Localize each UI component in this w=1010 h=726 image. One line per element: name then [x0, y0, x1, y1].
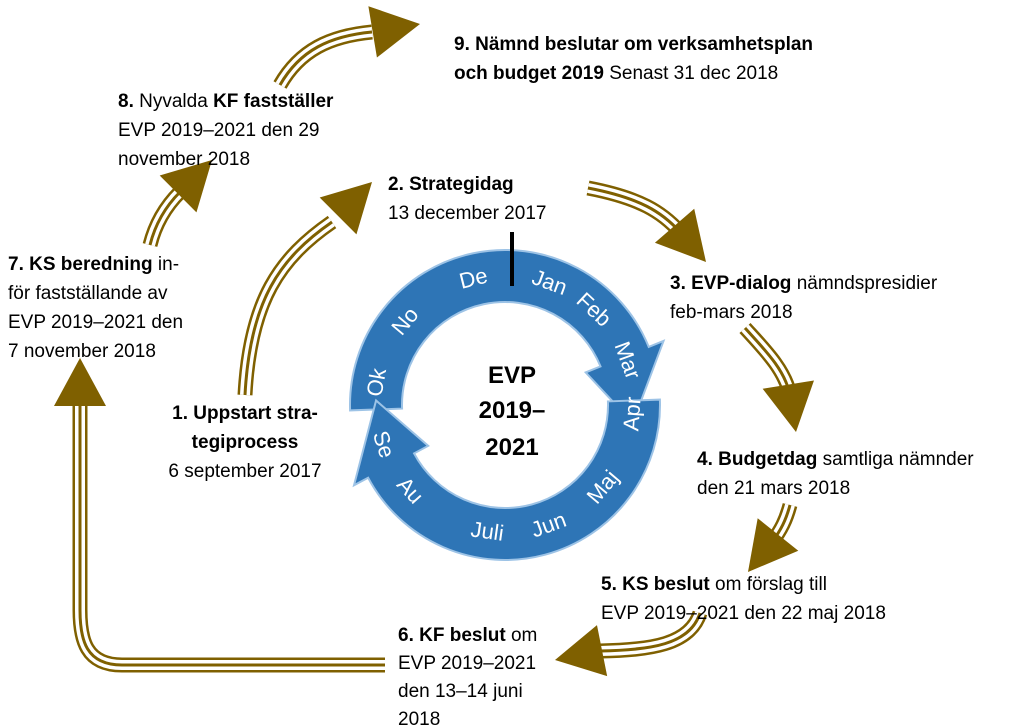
labels: EVP 2019– 2021 1. Uppstart stra-tegiprocess… [8, 34, 974, 726]
step-line: 5. KS beslut om förslag till [601, 574, 827, 595]
step-text: 13 december 2017 [388, 203, 546, 224]
arrow-head [368, 6, 420, 58]
step-text: om [506, 625, 538, 646]
step-text: 5. KS beslut [601, 574, 710, 595]
step-line: 2018 [398, 709, 440, 726]
arrow-head [319, 182, 372, 235]
step-text: 2. Strategidag [388, 174, 514, 195]
step-text: 9. Nämnd beslutar om verksamhetsplan [454, 34, 813, 55]
arrow-head [762, 380, 814, 432]
arrow-core [278, 30, 373, 86]
step-text: tegiprocess [192, 432, 299, 453]
step-line: november 2018 [118, 149, 250, 170]
center-label: 2021 [485, 434, 538, 461]
step-line: EVP 2019–2021 den 29 [118, 120, 319, 141]
step-line: 13 december 2017 [388, 203, 546, 224]
step-text: EVP 2019–2021 [398, 653, 536, 674]
step-text: 7. KS beredning [8, 254, 153, 275]
step-text: EVP 2019–2021 den 22 maj 2018 [601, 603, 886, 624]
step-text: samtliga nämnder [817, 449, 974, 470]
step-text: EVP 2019–2021 den 29 [118, 120, 319, 141]
step-text: EVP 2019–2021 den [8, 312, 183, 333]
step-line: för fastställande av [8, 283, 168, 304]
step-text: 8. [118, 91, 134, 112]
center-label: EVP [488, 362, 536, 389]
month-label: Ok [362, 365, 392, 398]
month-label: Apr [618, 396, 645, 432]
step-text: 4. Budgetdag [697, 449, 817, 470]
step-text: och budget 2019 [454, 63, 604, 84]
step-line: 4. Budgetdag samtliga nämnder [697, 449, 974, 470]
step-line: 7 november 2018 [8, 341, 156, 362]
step-text: 3. EVP-dialog [670, 273, 791, 294]
step-text: KF fastställer [213, 91, 334, 112]
step-text: feb-mars 2018 [670, 302, 793, 323]
step-line: EVP 2019–2021 den 22 maj 2018 [601, 603, 886, 624]
step-line: den 21 mars 2018 [697, 478, 850, 499]
step-text: om förslag till [710, 574, 827, 595]
arrow-head [654, 208, 706, 262]
step-text: 1. Uppstart stra- [172, 403, 318, 424]
step-text: den 13–14 juni [398, 681, 523, 702]
step-line: 1. Uppstart stra- [172, 403, 318, 424]
step-text: för fastställande av [8, 283, 168, 304]
arrow-core [599, 612, 702, 653]
step-line: 8. Nyvalda KF fastställer [118, 91, 334, 112]
step-line: feb-mars 2018 [670, 302, 793, 323]
arrow-head [159, 160, 212, 213]
step-line: 6. KF beslut om [398, 625, 537, 646]
arrow-head [748, 518, 799, 572]
arrow-core [587, 186, 682, 234]
arrow-core [78, 400, 385, 667]
step-text: in- [153, 254, 179, 275]
step-line: och budget 2019 Senast 31 dec 2018 [454, 63, 778, 84]
ring-arrow [349, 249, 666, 425]
arrow-core [148, 190, 182, 246]
arrows [54, 6, 814, 677]
ring-arrow [352, 398, 661, 561]
step-line: 9. Nämnd beslutar om verksamhetsplan [454, 34, 813, 55]
step-line: 7. KS beredning in- [8, 254, 179, 275]
step-line: EVP 2019–2021 [398, 653, 536, 674]
step-text: november 2018 [118, 149, 250, 170]
arrow-core [243, 220, 333, 396]
month-label: Juli [469, 516, 505, 545]
step-text: 7 november 2018 [8, 341, 156, 362]
step-text: 2018 [398, 709, 440, 726]
center-label: 2019– [479, 397, 546, 424]
step-text: Senast 31 dec 2018 [604, 63, 778, 84]
step-line: 6 september 2017 [168, 461, 321, 482]
step-text: 6. KF beslut [398, 625, 506, 646]
step-line: den 13–14 juni [398, 681, 523, 702]
arrow-head [555, 625, 608, 677]
step-text: 6 september 2017 [168, 461, 321, 482]
step-text: den 21 mars 2018 [697, 478, 850, 499]
step-text: Nyvalda [134, 91, 213, 112]
step-line: EVP 2019–2021 den [8, 312, 183, 333]
step-line: 2. Strategidag [388, 174, 514, 195]
step-line: tegiprocess [192, 432, 299, 453]
arrow-gap [240, 217, 335, 396]
step-line: 3. EVP-dialog nämndspresidier [670, 273, 938, 294]
step-text: nämndspresidier [791, 273, 937, 294]
arrow-head [54, 358, 106, 406]
